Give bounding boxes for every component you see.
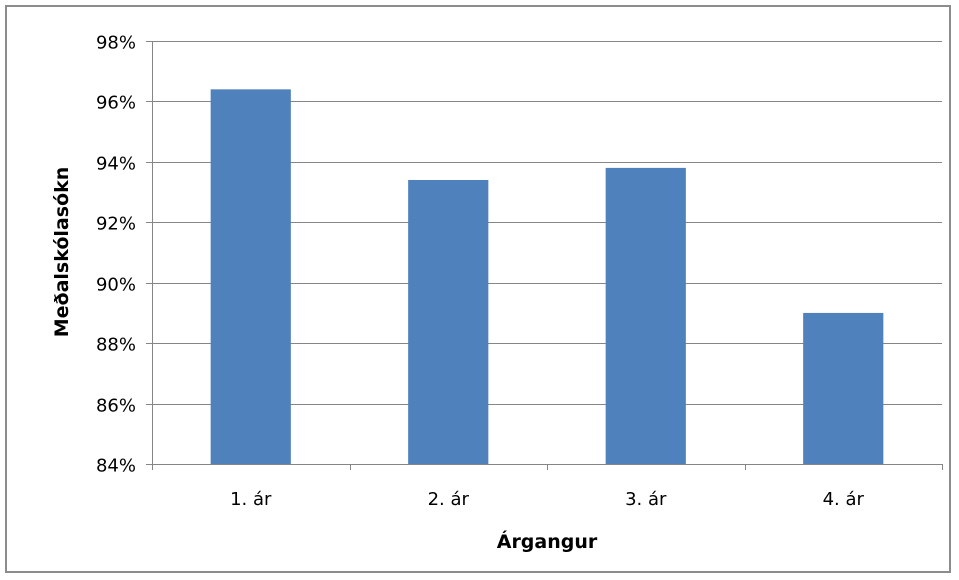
y-tick-label: 84% xyxy=(96,456,136,477)
y-tick-label: 98% xyxy=(96,33,136,54)
bars xyxy=(210,89,884,464)
y-tick-label: 86% xyxy=(96,396,136,417)
x-axis-title: Árgangur xyxy=(497,530,598,553)
bar xyxy=(408,179,489,464)
y-tick-label: 96% xyxy=(96,93,136,114)
x-tick-label: 1. ár xyxy=(230,489,272,510)
x-tick-label: 2. ár xyxy=(428,489,470,510)
y-tick-label: 94% xyxy=(96,154,136,175)
x-tick-label: 4. ár xyxy=(823,489,865,510)
x-axis: 1. ár 2. ár 3. ár 4. ár xyxy=(152,464,943,510)
y-axis-title: Meðalskólasókn xyxy=(51,167,73,338)
y-tick-label: 92% xyxy=(96,214,136,235)
x-tick-label: 3. ár xyxy=(625,489,667,510)
y-tick-label: 88% xyxy=(96,335,136,356)
bar xyxy=(803,312,884,464)
bar xyxy=(605,167,686,464)
y-tick-label: 90% xyxy=(96,275,136,296)
y-axis: 84% 86% 88% 90% 92% 94% 96% 98% xyxy=(96,33,153,477)
bar xyxy=(210,89,291,464)
